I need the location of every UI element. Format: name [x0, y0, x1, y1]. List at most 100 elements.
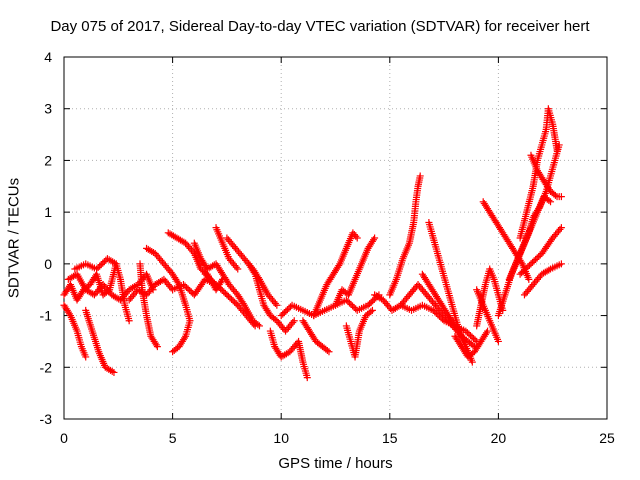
- data-point: [522, 264, 530, 272]
- series-track-15: [266, 327, 311, 382]
- series-track-5: [71, 255, 120, 273]
- series-track-26: [451, 327, 492, 361]
- data-point: [65, 310, 73, 318]
- data-point: [214, 282, 222, 290]
- data-point: [371, 234, 379, 242]
- data-point: [353, 234, 361, 242]
- data-point: [469, 341, 477, 349]
- data-point: [367, 308, 375, 316]
- data-point: [110, 368, 118, 376]
- data-point: [204, 273, 212, 281]
- data-point: [335, 262, 343, 270]
- x-axis-label: GPS time / hours: [278, 455, 393, 472]
- series-track-33: [527, 151, 565, 201]
- data-point: [325, 348, 333, 356]
- y-tick-label: -1: [40, 308, 53, 324]
- data-point: [251, 322, 259, 330]
- data-point: [283, 306, 291, 314]
- series-track-4: [64, 270, 157, 304]
- series-track-3: [82, 306, 118, 376]
- data-point: [215, 283, 223, 291]
- data-point: [207, 276, 215, 284]
- data-point: [174, 279, 182, 287]
- data-point: [364, 301, 372, 309]
- data-point: [226, 294, 234, 302]
- data-point: [484, 327, 492, 335]
- data-point: [547, 198, 555, 206]
- series-track-16: [277, 291, 383, 320]
- data-point: [416, 172, 424, 180]
- data-point: [152, 341, 160, 349]
- data-point: [209, 278, 217, 286]
- data-point: [525, 261, 533, 269]
- data-point: [551, 191, 559, 199]
- data-point: [462, 327, 470, 335]
- data-point: [367, 298, 375, 306]
- data-point: [273, 301, 281, 309]
- series-track-19: [332, 234, 379, 309]
- data-point: [482, 329, 490, 337]
- series-track-8: [143, 244, 194, 356]
- x-tick-label: 25: [599, 430, 615, 446]
- x-tick-labels: 0 5 10 15 20 25: [60, 430, 615, 446]
- y-tick-label: -2: [40, 359, 53, 375]
- series-track-35: [520, 260, 565, 299]
- data-point: [529, 258, 537, 266]
- data-point: [349, 302, 357, 310]
- series-track-7: [136, 260, 161, 351]
- series-track-2: [60, 301, 90, 361]
- data-point: [342, 296, 350, 304]
- data-point: [212, 281, 220, 289]
- data-point: [93, 265, 101, 273]
- data-point: [218, 286, 226, 294]
- data-point: [431, 308, 439, 316]
- data-point: [519, 267, 527, 275]
- data-point: [234, 265, 242, 273]
- series-track-21: [371, 281, 465, 340]
- data-point: [125, 317, 133, 325]
- data-point: [186, 286, 194, 294]
- data-point: [271, 315, 279, 323]
- data-point: [533, 254, 541, 262]
- data-point: [279, 310, 287, 318]
- y-axis-label: SDTVAR / TECUs: [5, 177, 23, 299]
- series-track-20: [342, 306, 376, 361]
- data-point: [527, 260, 535, 268]
- data-point: [463, 329, 471, 337]
- data-point: [466, 332, 474, 340]
- data-point: [525, 275, 533, 283]
- data-point: [223, 291, 231, 299]
- data-point: [434, 311, 442, 319]
- data-point: [232, 263, 240, 271]
- y-tick-label: 1: [44, 204, 52, 220]
- data-point: [370, 236, 378, 244]
- series-track-27: [473, 265, 507, 330]
- data-point: [170, 346, 178, 354]
- data-point: [189, 248, 197, 256]
- data-point: [553, 146, 561, 154]
- data-point: [99, 259, 107, 267]
- data-point: [432, 309, 440, 317]
- series-track-25: [425, 218, 476, 366]
- x-tick-label: 20: [491, 430, 507, 446]
- data-point: [231, 298, 239, 306]
- data-point: [516, 270, 524, 278]
- data-point: [344, 298, 352, 306]
- data-point: [345, 299, 353, 307]
- series-track-34: [516, 224, 565, 278]
- data-point: [224, 292, 232, 300]
- series-track-13: [201, 270, 259, 330]
- data-point: [221, 289, 229, 297]
- series-track-14: [245, 260, 298, 335]
- x-tick-label: 10: [273, 430, 289, 446]
- data-point: [518, 269, 526, 277]
- data-points: [60, 105, 565, 382]
- data-point: [347, 300, 355, 308]
- plot-frame: [63, 56, 608, 420]
- data-point: [368, 306, 376, 314]
- data-point: [290, 317, 298, 325]
- y-tick-label: 0: [44, 256, 52, 272]
- data-point: [521, 266, 529, 274]
- data-point: [94, 264, 102, 272]
